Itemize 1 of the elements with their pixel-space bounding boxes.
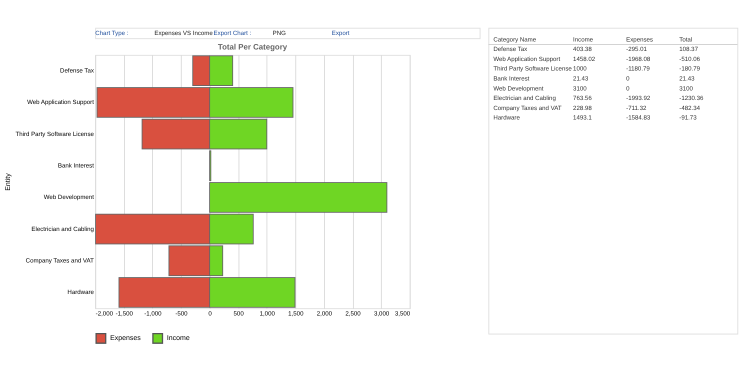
chart-title: Total Per Category [218, 42, 288, 52]
